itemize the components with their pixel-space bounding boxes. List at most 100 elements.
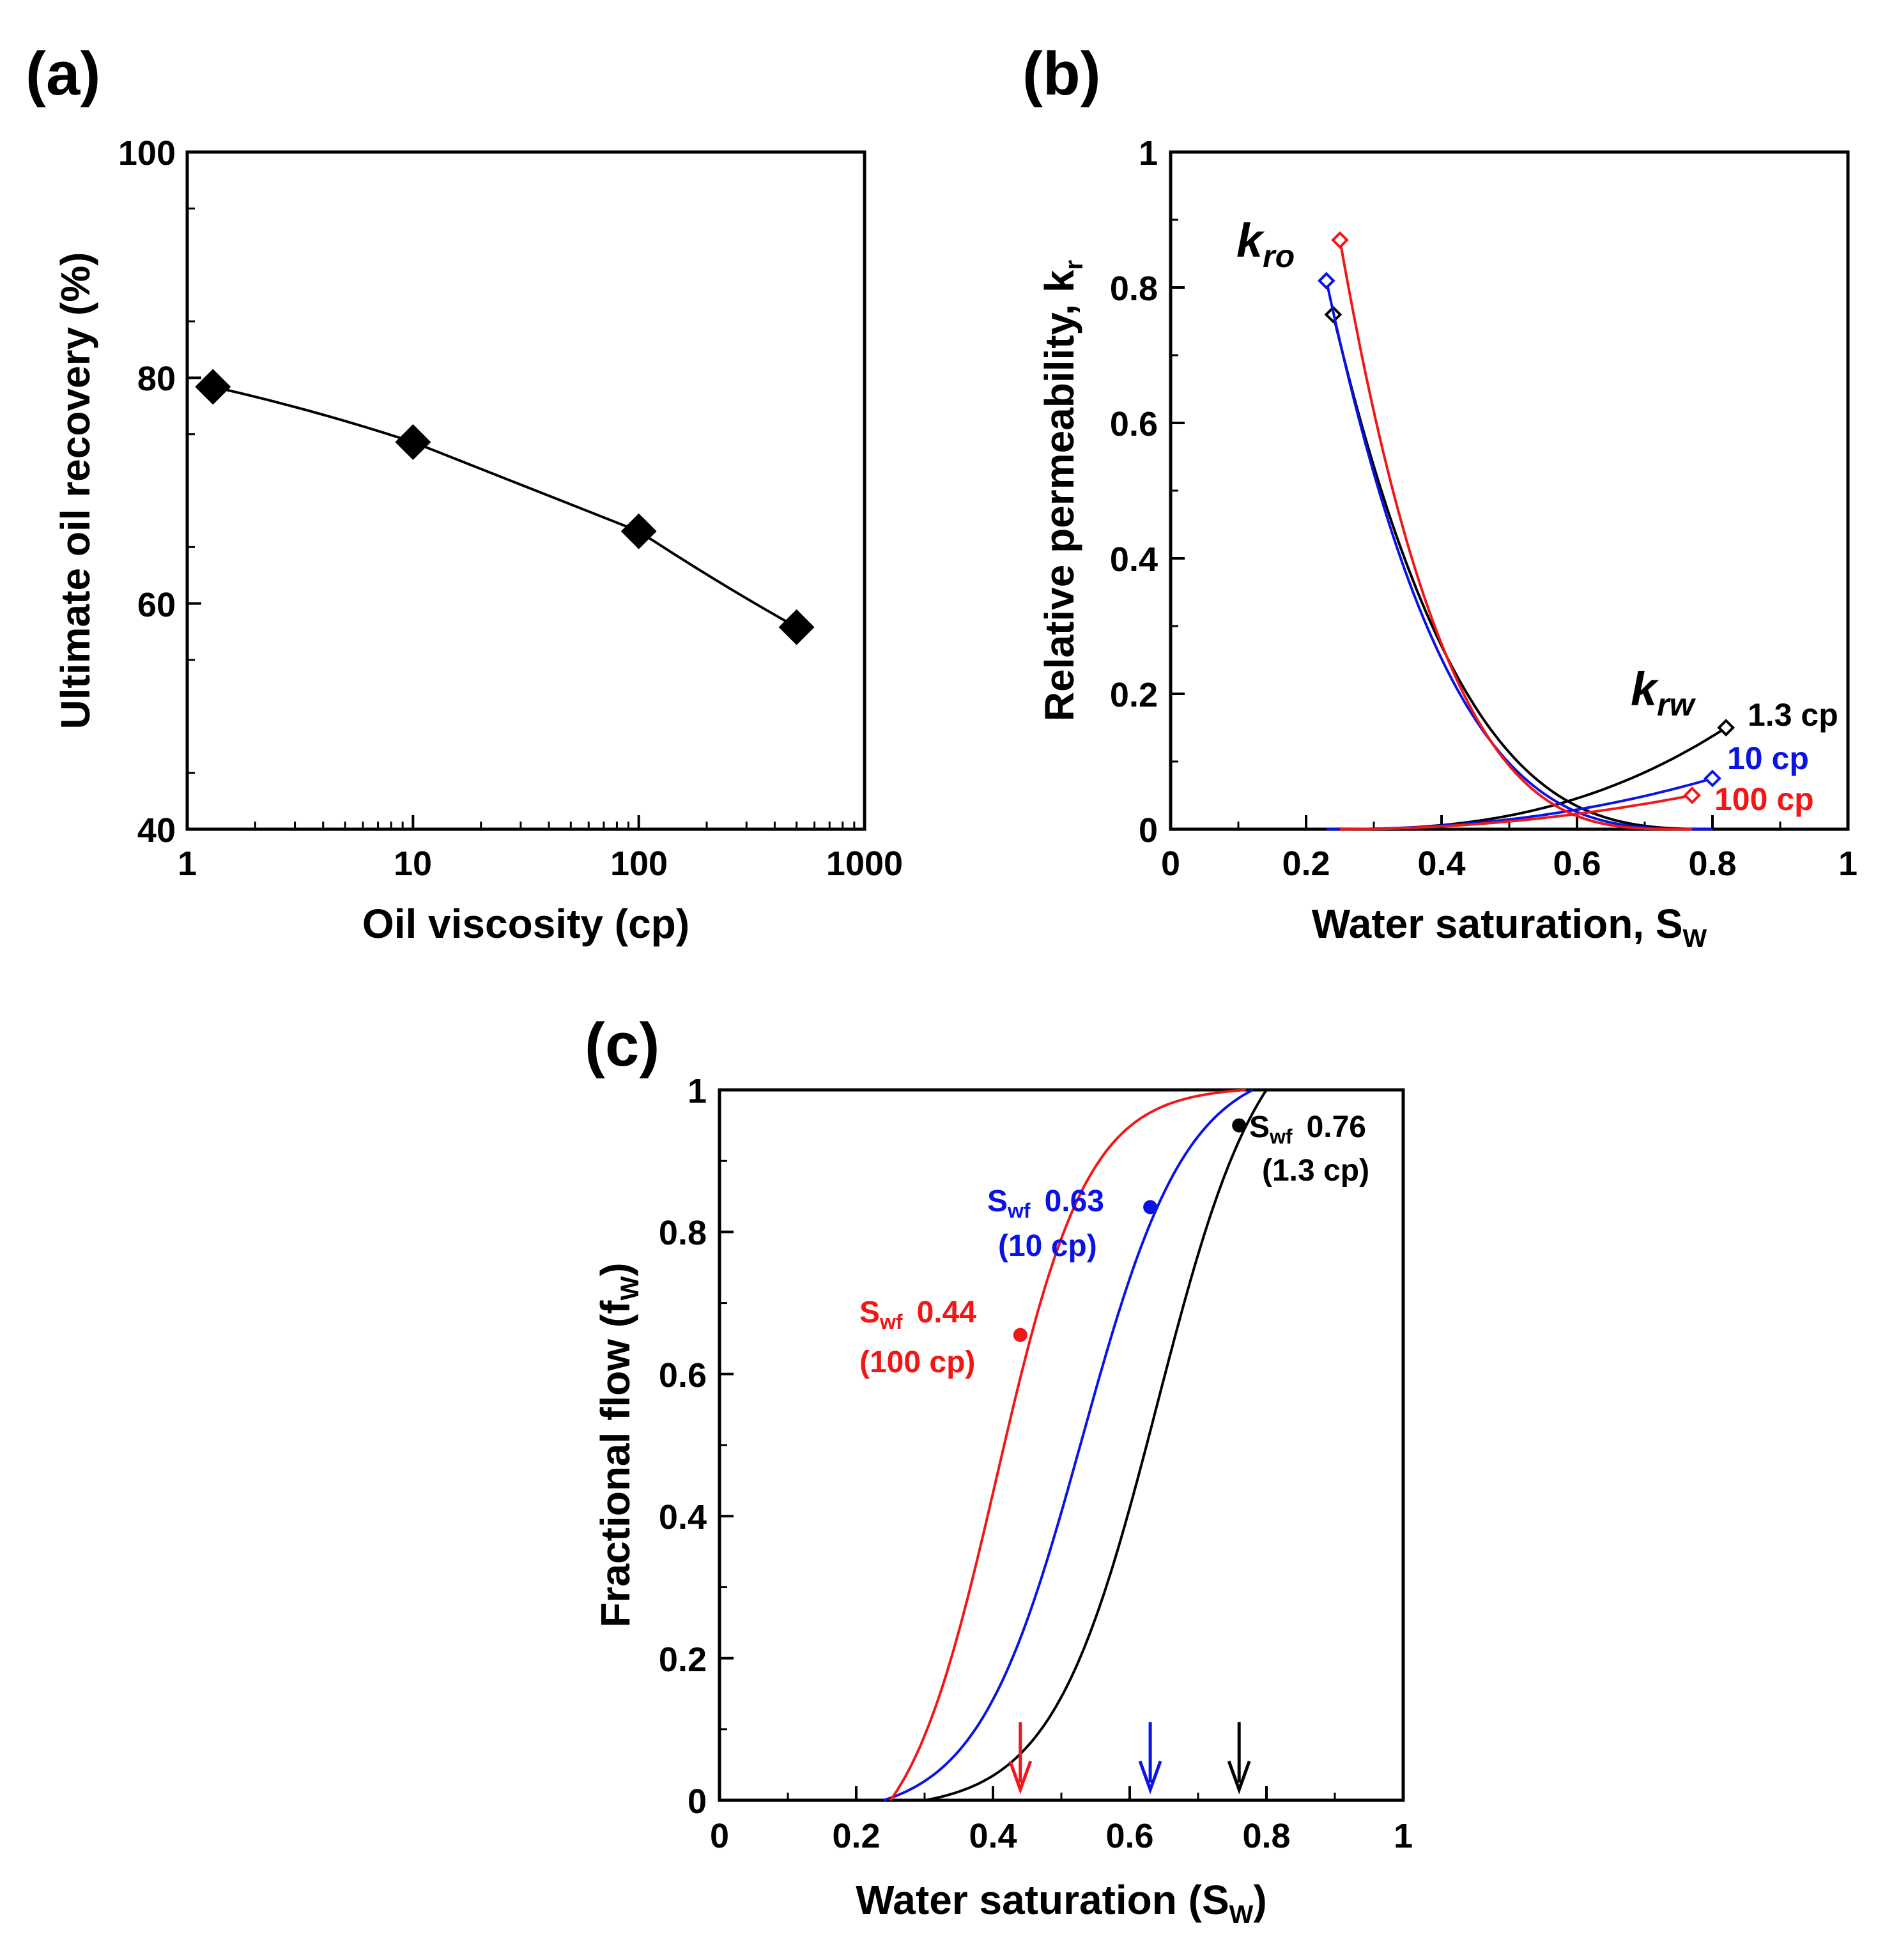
panel-a-ticks	[186, 151, 866, 831]
kro-curve	[1325, 280, 1712, 831]
panel-b-ytick-label: 0	[1139, 811, 1158, 850]
panel-b-ytick-label: 0.4	[1110, 540, 1158, 579]
series-label-100cp: 100 cp	[1714, 781, 1814, 817]
recovery-line	[212, 385, 797, 629]
recovery-point	[620, 513, 657, 549]
krw-curve	[1340, 794, 1693, 831]
recovery-point	[778, 609, 815, 645]
annotation-swf-1-3cp: Swf 0.76	[1249, 1110, 1366, 1148]
panel-a-y-axis-title: Ultimate oil recovery (%)	[52, 252, 98, 730]
kro-endpoint-marker	[1331, 231, 1349, 249]
panel-a-xtick-label: 1000	[826, 845, 903, 883]
swf-arrow-head	[1008, 1760, 1033, 1795]
panel-a: (a) 1 10 100 1000 40 60 80 100 Oil visco…	[26, 40, 903, 947]
annotation-swf-10cp: Swf 0.63	[987, 1184, 1104, 1222]
panel-c-x-axis-title-main: Water saturation (S	[856, 1877, 1229, 1923]
recovery-point	[195, 369, 231, 405]
kro-curve	[1332, 314, 1727, 831]
annotation-cp-100cp: (100 cp)	[859, 1345, 975, 1379]
panel-b-xtick-label: 0.4	[1417, 845, 1465, 883]
panel-b-y-axis-title: Relative permeability, kr	[1036, 260, 1088, 721]
panel-a-xtick-label: 100	[610, 845, 668, 883]
annotation-value: 0.44	[917, 1296, 977, 1329]
panel-a-ytick-label: 100	[118, 134, 176, 172]
panel-c-xtick-label: 0.4	[969, 1817, 1017, 1855]
fractional-flow-curve	[889, 1089, 1247, 1802]
panel-a-ytick-label: 80	[137, 360, 176, 398]
fractional-flow-curve	[924, 1089, 1268, 1802]
shock-front-marker	[1232, 1118, 1247, 1133]
kro-label-main: k	[1236, 214, 1265, 267]
panel-b-xtick-label: 0.2	[1282, 845, 1330, 883]
panel-b-data	[1317, 231, 1735, 831]
krw-label-sub: rw	[1657, 687, 1696, 723]
panel-a-xtick-label: 1	[178, 845, 197, 883]
panel-b-label: (b)	[1022, 40, 1101, 108]
panel-b-ytick-label: 1	[1139, 134, 1158, 172]
panel-c-xtick-label: 0.2	[832, 1817, 880, 1855]
panel-b-x-axis-title-main: Water saturation, S	[1312, 901, 1683, 947]
panel-b-xtick-label: 0.8	[1688, 845, 1736, 883]
kro-label: kro	[1236, 214, 1295, 274]
krw-endpoint-marker	[1717, 719, 1735, 737]
series-label-10cp: 10 cp	[1727, 740, 1809, 776]
shock-front-marker	[1143, 1200, 1158, 1214]
panel-b-x-axis-title: Water saturation, SW	[1312, 901, 1707, 953]
annotation-symbol-sub: wf	[1269, 1125, 1293, 1148]
annotation-symbol-sub: wf	[879, 1310, 903, 1333]
panel-c-ytick-label: 0.8	[659, 1214, 707, 1252]
swf-arrow-head	[1138, 1760, 1162, 1795]
panel-b-y-axis-title-main: Relative permeability, k	[1036, 270, 1082, 721]
series-label-1-3cp: 1.3 cp	[1748, 697, 1838, 733]
fractional-flow-curve	[883, 1089, 1254, 1802]
annotation-cp-1-3cp: (1.3 cp)	[1262, 1154, 1369, 1188]
swf-arrow-head	[1227, 1760, 1251, 1795]
annotation-symbol: S	[859, 1296, 880, 1329]
annotation-value: 0.63	[1045, 1184, 1104, 1218]
shock-front-marker	[1013, 1328, 1027, 1342]
panel-b-y-axis-title-sub: r	[1060, 260, 1088, 270]
panel-c-x-axis-title: Water saturation (SW)	[856, 1877, 1266, 1929]
panel-c-x-axis-title-sub: W	[1229, 1901, 1254, 1929]
panel-c-xtick-label: 1	[1394, 1817, 1413, 1855]
annotation-value: 0.76	[1307, 1110, 1366, 1144]
panel-c-ytick-label: 0.2	[659, 1641, 707, 1679]
panel-b: (b) 0 0.2 0.4 0.6 0.8 1 0 0.2 0.4 0.6 0.…	[1022, 40, 1858, 953]
krw-endpoint-marker	[1704, 769, 1721, 788]
panel-a-ytick-label: 40	[137, 811, 176, 850]
annotation-symbol: S	[987, 1184, 1008, 1218]
panel-c-xtick-label: 0.8	[1242, 1817, 1290, 1855]
panel-b-xtick-label: 0.6	[1553, 845, 1601, 883]
recovery-point	[395, 424, 431, 461]
krw-curve	[1333, 726, 1727, 831]
panel-c-y-axis-title-end: )	[592, 1262, 638, 1276]
annotation-cp-10cp: (10 cp)	[998, 1229, 1097, 1263]
panel-b-ytick-label: 0.2	[1110, 676, 1158, 714]
panel-c-label: (c)	[585, 1011, 659, 1079]
annotation-swf-100cp: Swf 0.44	[859, 1296, 976, 1333]
panel-c-ytick-label: 0.4	[659, 1498, 707, 1536]
panel-b-x-axis-title-sub: W	[1683, 924, 1707, 953]
krw-label-main: k	[1631, 662, 1659, 716]
panel-c: (c) 0 0.2 0.4 0.6 0.8 1 0 0.2 0.4 0.6 0.…	[585, 1011, 1413, 1929]
panel-a-data	[195, 369, 815, 645]
panel-c-ytick-label: 0	[688, 1782, 707, 1821]
kro-endpoint-marker	[1317, 272, 1335, 290]
kro-curve	[1339, 240, 1693, 831]
krw-label: krw	[1631, 662, 1696, 723]
panel-b-xtick-label: 1	[1838, 845, 1858, 883]
krw-endpoint-marker	[1683, 786, 1702, 804]
panel-c-ytick-label: 1	[688, 1072, 707, 1110]
panel-b-ytick-label: 0.6	[1110, 405, 1158, 443]
panel-a-x-axis-title: Oil viscosity (cp)	[362, 901, 689, 947]
panel-c-y-axis-title: Fractional flow (fW)	[592, 1262, 644, 1627]
panel-a-xtick-label: 10	[394, 845, 432, 883]
panel-b-ticks	[1169, 151, 1849, 831]
panel-c-y-axis-title-sub: W	[616, 1276, 644, 1301]
kro-label-sub: ro	[1263, 238, 1295, 274]
annotation-symbol: S	[1249, 1110, 1270, 1144]
panel-b-xtick-label: 0	[1161, 845, 1180, 883]
panel-b-ytick-label: 0.8	[1110, 270, 1158, 308]
panel-c-y-axis-title-main: Fractional flow (f	[592, 1300, 638, 1628]
